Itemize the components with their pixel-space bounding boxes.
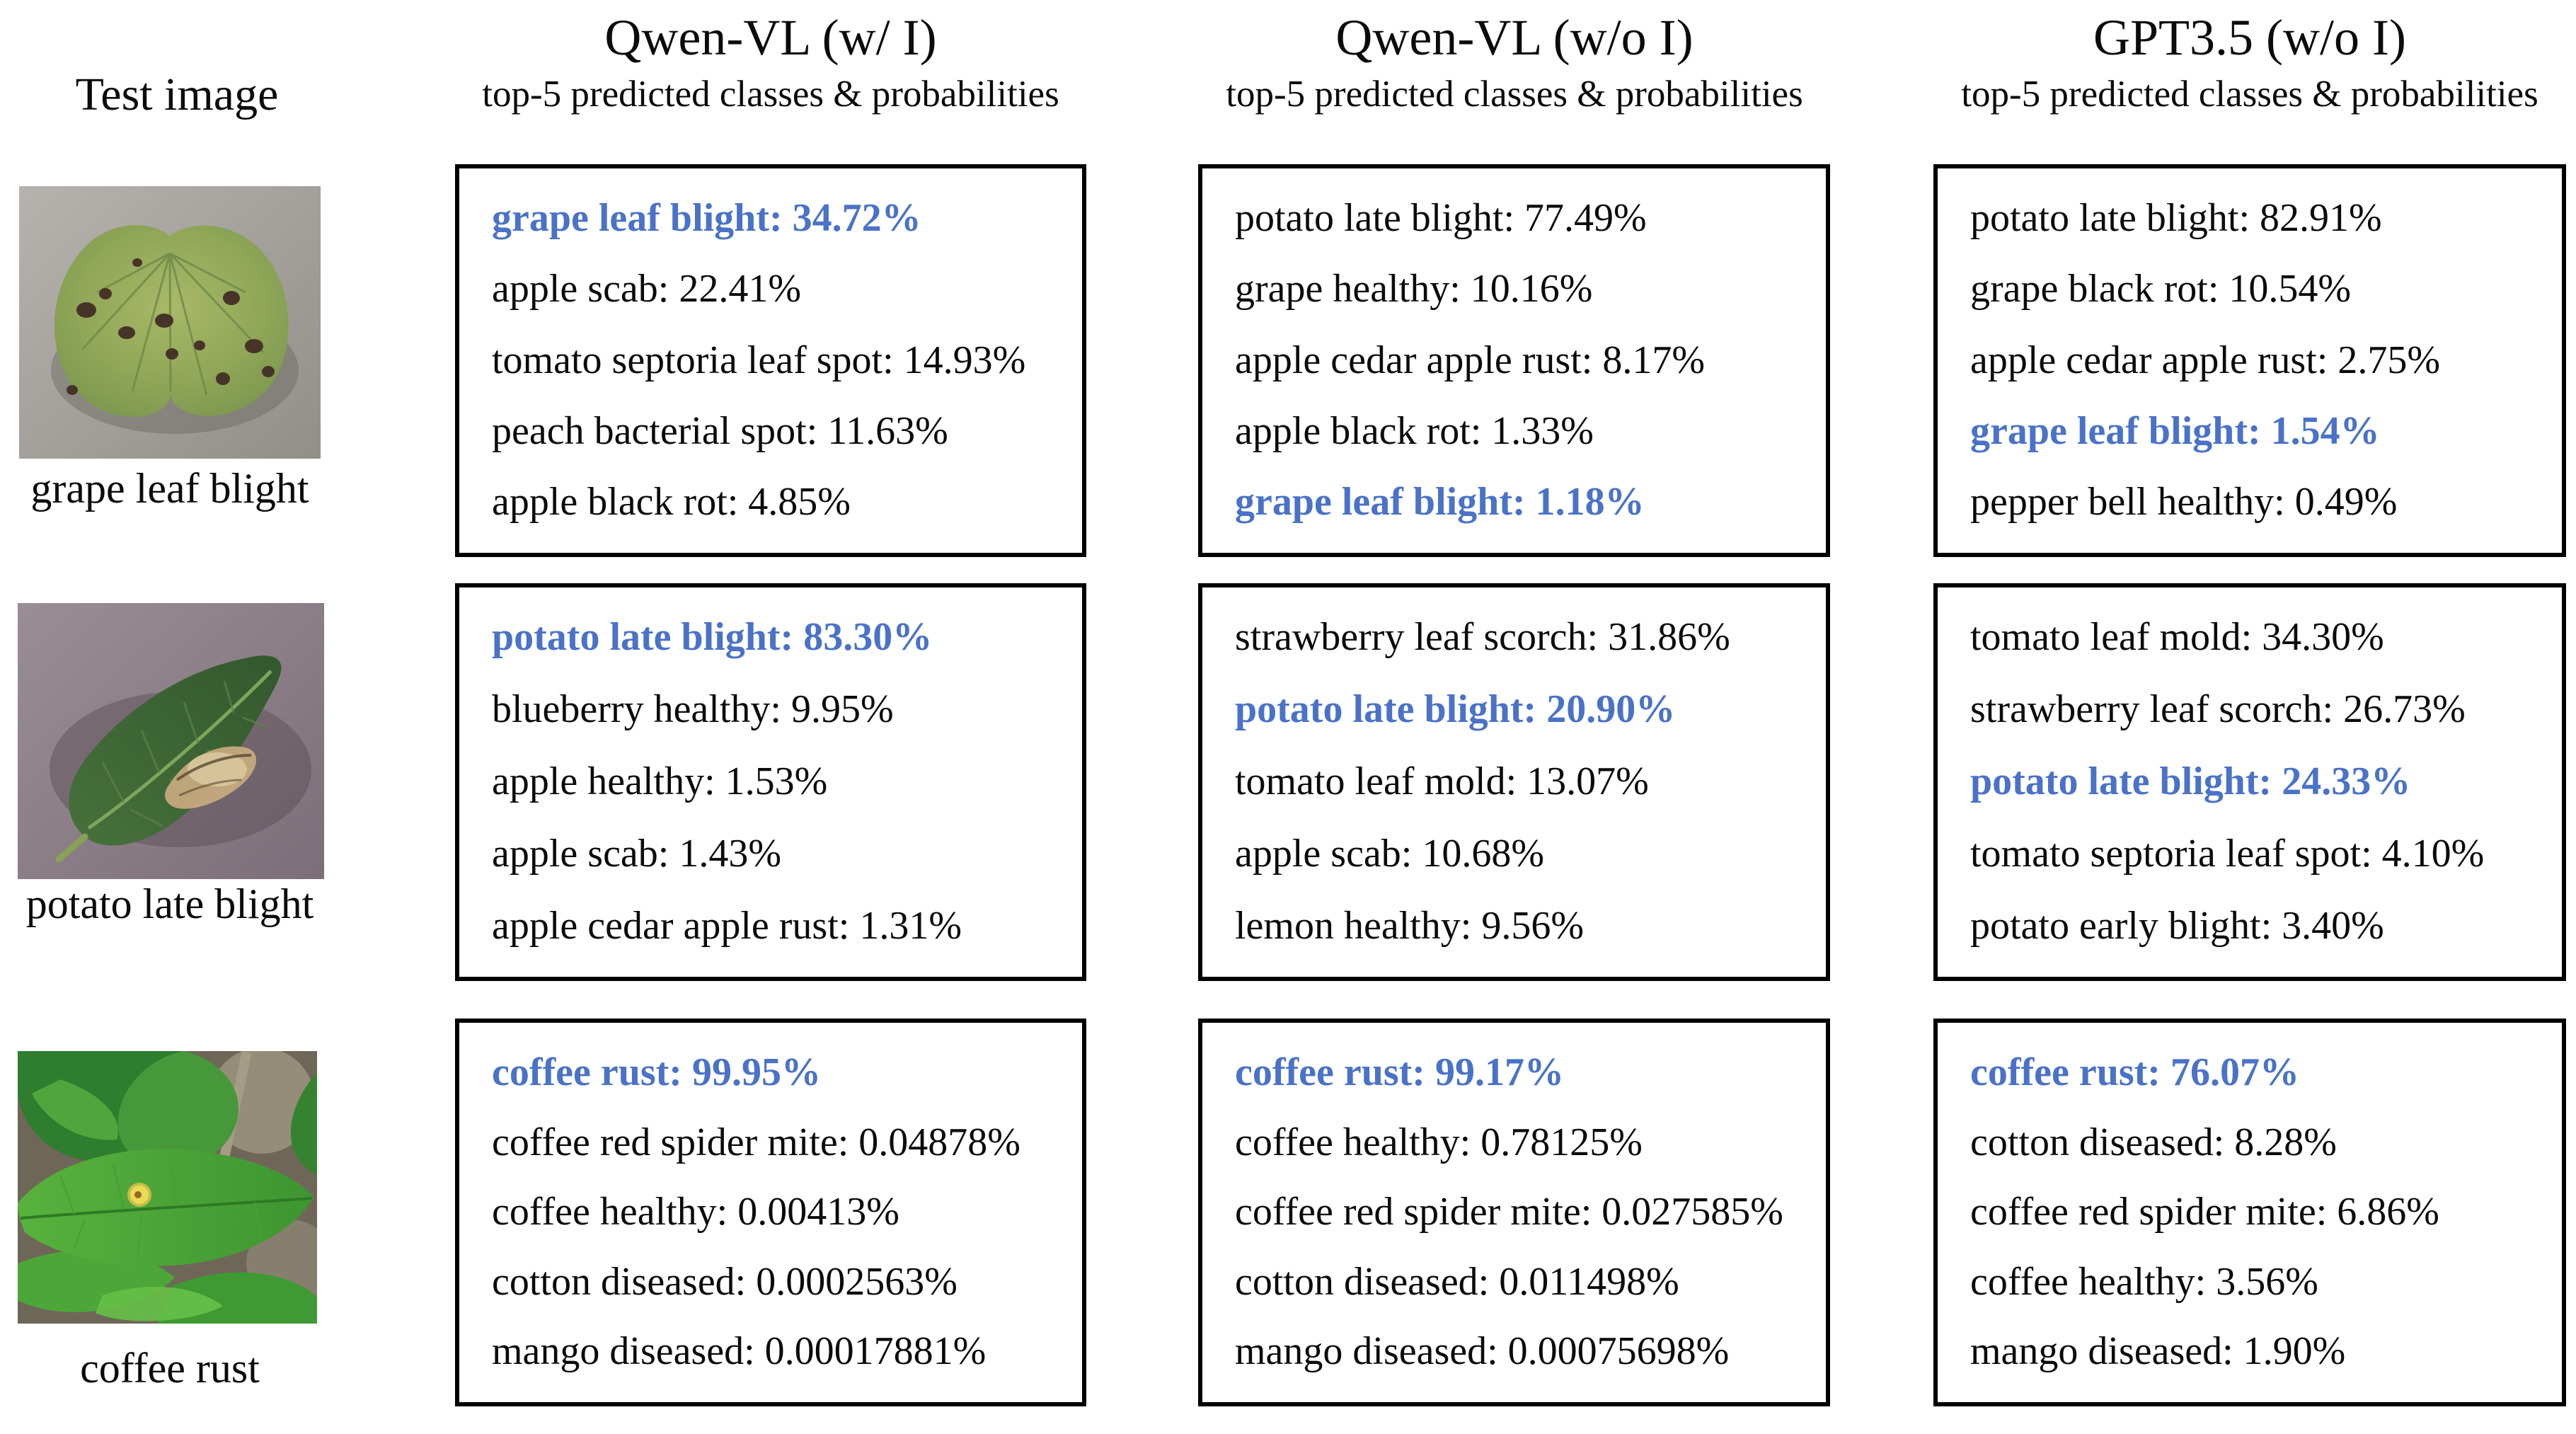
prediction-box-qwen-woi-potato: strawberry leaf scorch: 31.86% potato la… — [1198, 583, 1830, 981]
prediction-line: potato early blight: 3.40% — [1970, 904, 2384, 948]
prediction-line: coffee healthy: 0.00413% — [492, 1190, 899, 1234]
prediction-line: grape leaf blight: 1.54% — [1970, 409, 2380, 454]
coffee-rust-photo — [18, 1051, 317, 1324]
prediction-line: blueberry healthy: 9.95% — [492, 687, 894, 732]
test-image-header: Test image — [75, 69, 279, 120]
prediction-line: lemon healthy: 9.56% — [1235, 904, 1585, 948]
column-header-qwen-without-instruction: Qwen-VL (w/o I) top-5 predicted classes … — [1196, 7, 1833, 116]
prediction-line: mango diseased: 1.90% — [1970, 1329, 2346, 1374]
coffee-leaf-illustration — [18, 1051, 317, 1324]
column-header-gpt35-without-instruction: GPT3.5 (w/o I) top-5 predicted classes &… — [1931, 7, 2568, 116]
test-image-caption: grape leaf blight — [30, 465, 309, 512]
prediction-line: apple scab: 1.43% — [492, 832, 781, 876]
prediction-box-gpt35-grape: potato late blight: 82.91% grape black r… — [1933, 164, 2566, 557]
prediction-box-qwen-wi-coffee: coffee rust: 99.95% coffee red spider mi… — [455, 1019, 1086, 1406]
prediction-line: coffee red spider mite: 6.86% — [1970, 1190, 2439, 1234]
prediction-line: apple cedar apple rust: 8.17% — [1235, 338, 1705, 382]
column-subtitle: top-5 predicted classes & probabilities — [482, 74, 1059, 115]
prediction-line: apple cedar apple rust: 1.31% — [492, 904, 962, 948]
prediction-line: grape black rot: 10.54% — [1970, 267, 2352, 311]
potato-late-blight-photo — [18, 603, 324, 879]
prediction-line: potato late blight: 24.33% — [1970, 759, 2411, 804]
prediction-line: tomato septoria leaf spot: 4.10% — [1970, 832, 2485, 876]
prediction-line: grape leaf blight: 1.18% — [1235, 480, 1645, 524]
prediction-line: coffee rust: 76.07% — [1970, 1050, 2299, 1094]
prediction-line: strawberry leaf scorch: 31.86% — [1235, 615, 1730, 659]
prediction-line: coffee red spider mite: 0.027585% — [1235, 1190, 1783, 1234]
prediction-line: grape healthy: 10.16% — [1235, 267, 1593, 311]
prediction-line: peach bacterial spot: 11.63% — [492, 409, 948, 454]
grape-leaf-illustration — [19, 186, 321, 459]
prediction-line: tomato leaf mold: 13.07% — [1235, 759, 1649, 804]
column-header-qwen-with-instruction: Qwen-VL (w/ I) top-5 predicted classes &… — [452, 7, 1089, 116]
prediction-line: mango diseased: 0.00075698% — [1235, 1329, 1730, 1374]
test-image-caption: coffee rust — [80, 1345, 260, 1392]
prediction-line: coffee red spider mite: 0.04878% — [492, 1120, 1020, 1164]
grape-leaf-blight-photo — [19, 186, 321, 459]
column-title: Qwen-VL (w/o I) — [1335, 9, 1694, 66]
prediction-line: coffee healthy: 3.56% — [1970, 1259, 2318, 1304]
prediction-line: cotton diseased: 0.0002563% — [492, 1259, 958, 1304]
column-title: Qwen-VL (w/ I) — [604, 9, 937, 66]
column-title: GPT3.5 (w/o I) — [2093, 9, 2406, 66]
prediction-line: coffee rust: 99.95% — [492, 1050, 821, 1094]
prediction-line: potato late blight: 82.91% — [1970, 196, 2382, 240]
prediction-line: apple black rot: 1.33% — [1235, 409, 1594, 454]
prediction-line: pepper bell healthy: 0.49% — [1970, 480, 2398, 524]
prediction-box-qwen-woi-grape: potato late blight: 77.49% grape healthy… — [1198, 164, 1830, 557]
prediction-box-qwen-wi-grape: grape leaf blight: 34.72% apple scab: 22… — [455, 164, 1086, 557]
prediction-line: tomato septoria leaf spot: 14.93% — [492, 338, 1026, 382]
column-subtitle: top-5 predicted classes & probabilities — [1226, 74, 1803, 115]
prediction-line: coffee rust: 99.17% — [1235, 1050, 1564, 1094]
prediction-box-gpt35-potato: tomato leaf mold: 34.30% strawberry leaf… — [1933, 583, 2566, 981]
prediction-box-qwen-wi-potato: potato late blight: 83.30% blueberry hea… — [455, 583, 1086, 981]
prediction-line: cotton diseased: 8.28% — [1970, 1120, 2337, 1164]
prediction-line: potato late blight: 83.30% — [492, 615, 933, 659]
prediction-box-qwen-woi-coffee: coffee rust: 99.17% coffee healthy: 0.78… — [1198, 1019, 1830, 1406]
prediction-line: tomato leaf mold: 34.30% — [1970, 615, 2384, 659]
prediction-line: mango diseased: 0.00017881% — [492, 1329, 987, 1374]
prediction-line: potato late blight: 77.49% — [1235, 196, 1647, 240]
prediction-line: grape leaf blight: 34.72% — [492, 196, 921, 240]
prediction-line: apple healthy: 1.53% — [492, 759, 828, 804]
prediction-line: apple cedar apple rust: 2.75% — [1970, 338, 2440, 382]
prediction-line: apple scab: 10.68% — [1235, 832, 1544, 876]
column-subtitle: top-5 predicted classes & probabilities — [1961, 74, 2538, 115]
prediction-box-gpt35-coffee: coffee rust: 76.07% cotton diseased: 8.2… — [1933, 1019, 2566, 1406]
prediction-line: potato late blight: 20.90% — [1235, 687, 1676, 732]
potato-leaf-illustration — [18, 603, 324, 879]
prediction-line: apple black rot: 4.85% — [492, 480, 851, 524]
prediction-line: apple scab: 22.41% — [492, 267, 801, 311]
test-image-caption: potato late blight — [25, 881, 314, 927]
prediction-line: strawberry leaf scorch: 26.73% — [1970, 687, 2466, 732]
prediction-line: cotton diseased: 0.011498% — [1235, 1259, 1679, 1304]
prediction-line: coffee healthy: 0.78125% — [1235, 1120, 1643, 1164]
